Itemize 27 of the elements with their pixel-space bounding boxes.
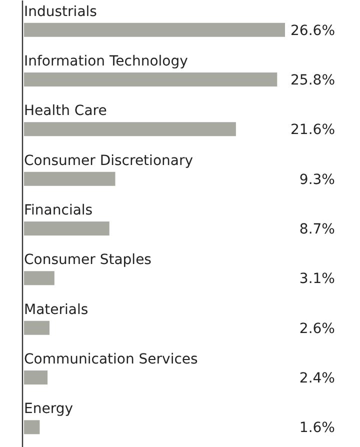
y-tick-label: Consumer Discretionary: [24, 152, 193, 169]
data-label: 8.7%: [299, 222, 335, 238]
bar: [24, 320, 50, 335]
data-label: 26.6%: [290, 22, 335, 39]
data-label: 25.8%: [290, 72, 335, 88]
data-label: 2.4%: [299, 370, 335, 386]
bar: [24, 370, 48, 384]
data-label: 2.6%: [299, 320, 335, 337]
y-tick-label: Energy: [24, 401, 74, 418]
bar: [24, 271, 54, 286]
y-tick-label: Materials: [24, 302, 88, 318]
y-tick-label: Information Technology: [24, 54, 188, 70]
bar: [24, 420, 40, 434]
y-tick-label: Financials: [24, 202, 93, 218]
bar: [24, 172, 116, 186]
bar: [24, 22, 285, 37]
data-label: 21.6%: [290, 122, 335, 138]
bar: [24, 72, 278, 86]
bar: [24, 222, 110, 236]
y-tick-label: Health Care: [24, 103, 107, 120]
y-tick-label: Industrials: [24, 4, 97, 20]
data-label: 3.1%: [299, 271, 335, 288]
data-label: 1.6%: [299, 420, 335, 436]
y-tick-label: Communication Services: [24, 352, 198, 368]
bar: [24, 122, 236, 136]
y-tick-label: Consumer Staples: [24, 252, 152, 268]
data-label: 9.3%: [299, 172, 335, 188]
